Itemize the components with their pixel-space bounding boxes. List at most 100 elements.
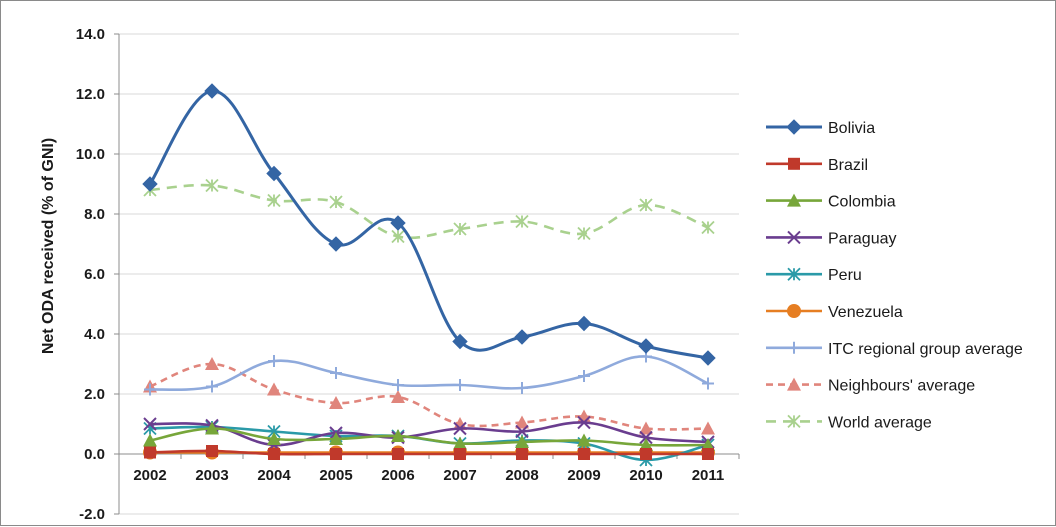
series-line-brazil bbox=[149, 449, 708, 456]
legend-label: Peru bbox=[828, 267, 862, 284]
data-point-bolivia bbox=[452, 333, 468, 350]
data-point-world-average bbox=[701, 220, 715, 235]
data-point-colombia bbox=[701, 438, 715, 451]
data-point-paraguay bbox=[453, 421, 467, 436]
legend-marker bbox=[787, 377, 801, 391]
data-point-paraguay bbox=[577, 415, 591, 430]
x-tick-label: 2007 bbox=[443, 467, 476, 484]
x-tick-label: 2002 bbox=[133, 467, 166, 484]
y-tick-label: 14.0 bbox=[76, 26, 105, 43]
legend-item-world-average: World average bbox=[766, 414, 932, 431]
data-point-neighbours-average bbox=[639, 421, 653, 435]
data-point-neighbours-average bbox=[205, 357, 219, 370]
x-tick-label: 2006 bbox=[381, 467, 414, 484]
data-point-brazil bbox=[144, 446, 156, 459]
legend-item-colombia: Colombia bbox=[766, 193, 896, 211]
y-tick-label: 0.0 bbox=[84, 446, 105, 463]
x-tick-label: 2003 bbox=[195, 467, 228, 484]
legend-label: Colombia bbox=[828, 194, 896, 211]
legend-item-neighbours-average: Neighbours' average bbox=[766, 377, 975, 395]
data-point-itc-regional-group-average bbox=[454, 379, 466, 391]
legend-marker bbox=[788, 341, 800, 354]
series-line-bolivia bbox=[148, 89, 709, 360]
data-point-neighbours-average bbox=[267, 382, 281, 396]
legend-marker bbox=[787, 267, 801, 281]
y-tick-label: 4.0 bbox=[84, 326, 105, 343]
data-point-neighbours-average bbox=[701, 421, 715, 435]
data-point-brazil bbox=[702, 448, 714, 460]
legend-item-brazil: Brazil bbox=[766, 157, 868, 174]
y-tick-label: -2.0 bbox=[79, 506, 105, 523]
data-point-bolivia bbox=[328, 236, 344, 252]
series-itc-regional-group-average bbox=[144, 350, 714, 396]
legend-label: Venezuela bbox=[828, 304, 903, 321]
legend-label: ITC regional group average bbox=[828, 341, 1023, 358]
legend-label: Brazil bbox=[828, 157, 868, 174]
data-point-itc-regional-group-average bbox=[330, 367, 342, 379]
x-tick-label: 2010 bbox=[629, 467, 662, 484]
data-point-bolivia bbox=[700, 350, 716, 366]
y-tick-label: 12.0 bbox=[76, 86, 105, 103]
data-point-world-average bbox=[329, 195, 343, 209]
legend-label: World average bbox=[828, 414, 932, 431]
legend-marker bbox=[787, 304, 801, 318]
series-line-colombia bbox=[149, 427, 709, 447]
legend-label: Paraguay bbox=[828, 230, 897, 247]
data-point-itc-regional-group-average bbox=[578, 370, 590, 382]
data-point-bolivia bbox=[638, 338, 654, 354]
data-point-brazil bbox=[516, 448, 528, 460]
data-point-brazil bbox=[392, 448, 404, 460]
data-point-itc-regional-group-average bbox=[268, 355, 280, 367]
data-point-itc-regional-group-average bbox=[702, 377, 714, 390]
legend-item-bolivia: Bolivia bbox=[766, 119, 875, 137]
legend-item-paraguay: Paraguay bbox=[766, 230, 897, 247]
data-point-brazil bbox=[578, 448, 590, 460]
data-point-world-average bbox=[391, 229, 405, 244]
data-point-bolivia bbox=[390, 215, 406, 231]
data-point-colombia bbox=[577, 433, 591, 447]
data-point-world-average bbox=[515, 214, 529, 229]
data-point-colombia bbox=[391, 429, 405, 442]
data-point-colombia bbox=[453, 436, 467, 450]
series-line-neighbours-average bbox=[149, 362, 709, 431]
legend-item-venezuela: Venezuela bbox=[766, 304, 903, 321]
legend-item-itc-regional-group-average: ITC regional group average bbox=[766, 341, 1023, 358]
y-axis-label: Net ODA received (% of GNI) bbox=[40, 138, 57, 354]
data-point-colombia bbox=[515, 435, 529, 448]
data-point-colombia bbox=[639, 438, 653, 451]
data-point-bolivia bbox=[266, 165, 282, 182]
data-point-itc-regional-group-average bbox=[144, 383, 156, 396]
y-tick-label: 6.0 bbox=[84, 266, 105, 283]
series-line-itc-regional-group-average bbox=[149, 355, 709, 392]
series-world-average bbox=[143, 178, 715, 244]
y-tick-label: 2.0 bbox=[84, 386, 105, 403]
tick-labels: -2.0 0.0 2.0 4.0 6.0 8.0 10.0 12.0 14.0 2002 2003 2… bbox=[76, 26, 724, 523]
data-point-itc-regional-group-average bbox=[516, 382, 528, 394]
data-point-neighbours-average bbox=[391, 390, 405, 403]
legend-marker bbox=[788, 157, 800, 170]
series-bolivia bbox=[142, 83, 716, 366]
series-line-paraguay bbox=[149, 421, 709, 447]
series-layer bbox=[142, 83, 716, 467]
data-point-itc-regional-group-average bbox=[392, 379, 404, 391]
x-tick-label: 2008 bbox=[505, 467, 538, 484]
data-point-paraguay bbox=[143, 417, 157, 431]
data-point-world-average bbox=[577, 226, 591, 241]
legend-marker bbox=[787, 414, 801, 429]
data-point-colombia bbox=[267, 432, 281, 445]
data-point-bolivia bbox=[142, 176, 158, 192]
data-point-neighbours-average bbox=[329, 396, 343, 409]
legend-label: Neighbours' average bbox=[828, 378, 975, 395]
data-point-brazil bbox=[330, 448, 342, 460]
data-point-neighbours-average bbox=[515, 415, 529, 429]
series-brazil bbox=[144, 445, 714, 460]
data-point-bolivia bbox=[204, 83, 220, 99]
data-point-bolivia bbox=[514, 329, 530, 345]
data-point-world-average bbox=[639, 198, 653, 212]
legend: Bolivia Brazil Colombia Paraguay Peru Venezue… bbox=[766, 119, 1023, 431]
series-paraguay bbox=[143, 415, 715, 452]
legend-marker bbox=[786, 119, 802, 135]
data-point-paraguay bbox=[639, 430, 653, 445]
y-tick-label: 8.0 bbox=[84, 206, 105, 223]
